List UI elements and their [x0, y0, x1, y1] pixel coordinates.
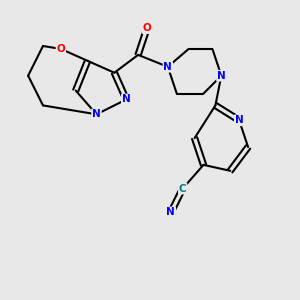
Text: O: O: [143, 23, 152, 33]
Text: N: N: [217, 71, 226, 81]
Text: O: O: [56, 44, 65, 54]
Text: C: C: [179, 184, 187, 194]
Text: N: N: [167, 207, 175, 218]
Text: N: N: [164, 62, 172, 72]
Text: N: N: [92, 109, 101, 119]
Text: N: N: [122, 94, 130, 104]
Text: N: N: [235, 115, 244, 125]
